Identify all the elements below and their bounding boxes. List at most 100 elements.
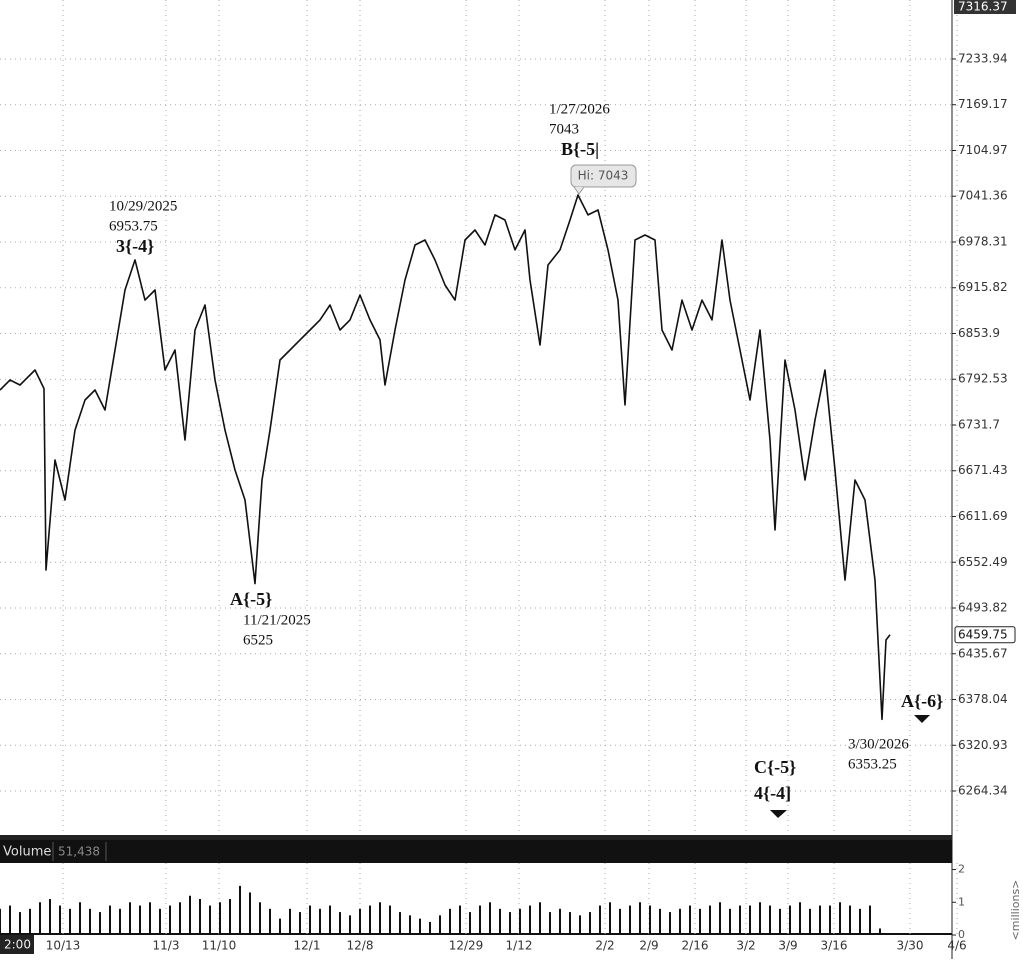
volume-bar (229, 899, 231, 935)
volume-bar (549, 912, 551, 935)
volume-bar (69, 908, 71, 935)
volume-floor (0, 933, 952, 935)
volume-bar (859, 908, 861, 935)
annotation: A{-6} (901, 691, 943, 711)
y-tick-label: 7169.17 (958, 97, 1008, 111)
volume-bar (609, 902, 611, 935)
x-tick-label: 12/8 (347, 939, 374, 953)
volume-bar (319, 908, 321, 935)
annotation: 3{-4} (116, 236, 154, 256)
x-tick-label: 12/1 (294, 939, 321, 953)
volume-bar (259, 902, 261, 935)
volume-bar (169, 905, 171, 935)
volume-bar (179, 902, 181, 935)
callout-box (570, 164, 637, 188)
volume-bar (329, 905, 331, 935)
annotation: C{-5} (754, 757, 796, 777)
volume-bar (369, 905, 371, 935)
annotation-arrow (770, 810, 787, 818)
x-tick-label: 11/3 (153, 939, 180, 953)
price-line (0, 194, 891, 721)
y-tick-label: 7104.97 (958, 143, 1008, 157)
volume-bar (709, 905, 711, 935)
y-tick-label: 2 (958, 863, 965, 876)
volume-bar (789, 905, 791, 935)
annotation: 4{-4] (754, 783, 791, 803)
y-tick-label: 6264.34 (958, 784, 1008, 798)
volume-bar (139, 905, 141, 935)
volume-header (0, 840, 952, 863)
volume-bar (809, 908, 811, 935)
last-price-label: 6459.75 (958, 627, 1008, 641)
annotation: B{-5| (561, 139, 599, 159)
volume-bar (559, 908, 561, 935)
volume-bar (469, 912, 471, 935)
x-tick-label: 2/9 (639, 939, 658, 953)
cursor-box (0, 935, 34, 954)
volume-bar (739, 905, 741, 935)
x-tick-label: 3/30 (897, 939, 924, 953)
volume-bar (459, 905, 461, 935)
y-tick-label: 6853.9 (958, 326, 1000, 340)
volume-bar (449, 908, 451, 935)
volume-bar (19, 912, 21, 935)
volume-bar (699, 908, 701, 935)
y-tick-label: 6978.31 (958, 234, 1008, 248)
volume-bar (239, 885, 241, 935)
x-tick-label: 11/10 (202, 939, 237, 953)
volume-bar (79, 902, 81, 935)
volume-bar (129, 902, 131, 935)
y-tick-label: 6731.7 (958, 417, 1000, 431)
annotation: 3/30/2026 (848, 736, 909, 752)
volume-bar (39, 902, 41, 935)
volume-bar (299, 912, 301, 935)
volume-bar (829, 905, 831, 935)
y-tick-label: 0 (958, 928, 965, 941)
volume-bar (589, 912, 591, 935)
annotation: A{-5} (230, 589, 272, 609)
volume-bar (339, 912, 341, 935)
volume-bar (89, 908, 91, 935)
y-tick-label: 6552.49 (958, 555, 1008, 569)
volume-bar (159, 908, 161, 935)
volume-readout: 51,438 (58, 845, 100, 859)
volume-bar (439, 915, 441, 935)
volume-bar (289, 908, 291, 935)
y-tick-label: 7041.36 (958, 189, 1008, 203)
x-tick-label: 2/16 (682, 939, 709, 953)
volume-bar (619, 908, 621, 935)
volume-bar (0, 908, 1, 935)
volume-bar (759, 902, 761, 935)
annotation: 6953.75 (109, 218, 158, 234)
volume-bar (349, 915, 351, 935)
volume-bar (659, 908, 661, 935)
cursor-label: 2:00 (4, 938, 31, 952)
y-tick-label: 6493.82 (958, 601, 1008, 615)
volume-bar (689, 905, 691, 935)
volume-bar (499, 908, 501, 935)
last-price-box (954, 626, 1016, 644)
volume-bar (649, 905, 651, 935)
volume-bar (639, 902, 641, 935)
y-tick-label: 6915.82 (958, 280, 1008, 294)
x-tick-label: 10/13 (46, 939, 81, 953)
volume-bar (149, 902, 151, 935)
volume-bar (49, 899, 51, 935)
volume-bar (679, 908, 681, 935)
volume-bar (579, 915, 581, 935)
volume-bar (719, 902, 721, 935)
volume-bar (729, 908, 731, 935)
volume-bar (419, 918, 421, 935)
volume-bar (249, 892, 251, 935)
volume-bar (59, 905, 61, 935)
volume-bar (569, 912, 571, 935)
x-tick-label: 12/29 (449, 939, 484, 953)
volume-bar (409, 915, 411, 935)
pane-divider (0, 835, 952, 840)
volume-bar (119, 908, 121, 935)
volume-bar (819, 905, 821, 935)
volume-bar (99, 912, 101, 935)
volume-bar (269, 908, 271, 935)
